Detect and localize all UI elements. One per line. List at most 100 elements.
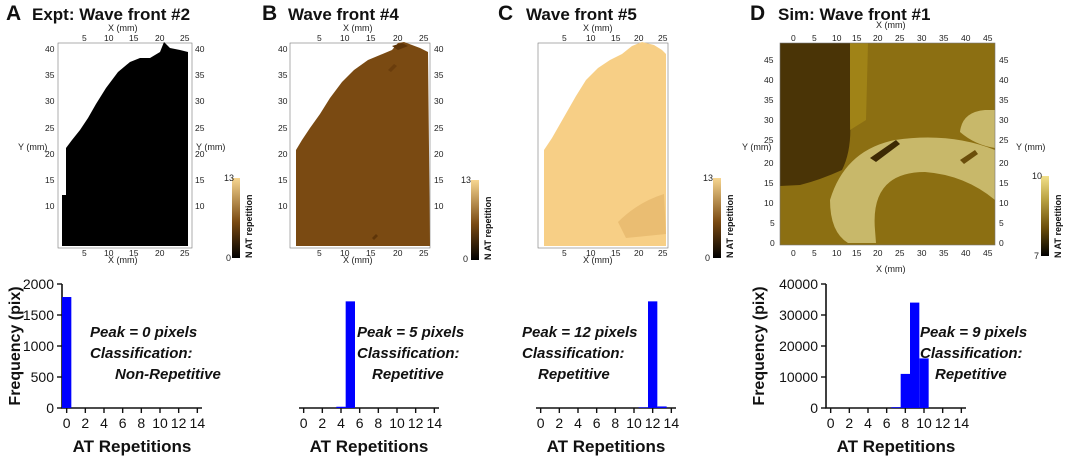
map-b-region <box>296 42 430 246</box>
hist-d-bar <box>910 302 920 408</box>
map-d-y-tick-right: 0 <box>999 238 1004 248</box>
map-a-y-tick-right: 30 <box>195 96 205 106</box>
histogram-c: AT Repetitions Peak = 12 pixels Classifi… <box>522 301 679 456</box>
map-a-x-tick-top: 15 <box>129 33 139 43</box>
hist-d-ylabel: Frequency (pix) <box>751 286 768 405</box>
hist-a-x-tick-label: 12 <box>171 415 187 431</box>
map-b-x-tick-top: 25 <box>419 33 429 43</box>
map-d-y-tick-right: 15 <box>999 178 1009 188</box>
hist-d-bar <box>891 407 901 408</box>
map-b-x-tick-bottom: 5 <box>317 248 322 258</box>
map-d-y-tick-right: 25 <box>999 135 1009 145</box>
hist-b-x-tick-label: 10 <box>389 415 405 431</box>
map-a-y-tick-right: 35 <box>195 70 205 80</box>
map-a-y-tick-left: 40 <box>45 44 55 54</box>
map-a-x-tick-top: 10 <box>104 33 114 43</box>
map-d-x-tick-bottom: 5 <box>812 248 817 258</box>
hist-d-x-tick-label: 10 <box>916 415 932 431</box>
map-a-y-label-left: Y (mm) <box>18 142 47 152</box>
map-b: X (mm) X (mm) 5 10 15 20 25 5 10 15 20 2… <box>278 23 493 265</box>
map-d-y-label-right: Y (mm) <box>1016 142 1045 152</box>
hist-a-y-tick-label: 1000 <box>23 338 54 354</box>
hist-c-bar <box>638 407 648 408</box>
hist-a-x-tick-label: 2 <box>81 415 89 431</box>
map-a-x-tick-top: 20 <box>155 33 165 43</box>
hist-b-x-tick-label: 12 <box>408 415 424 431</box>
map-d-x-tick-top: 10 <box>832 33 842 43</box>
map-a-y-tick-left: 15 <box>45 175 55 185</box>
map-c-x-tick-bottom: 15 <box>611 248 621 258</box>
map-b-x-label-bottom: X (mm) <box>343 255 373 265</box>
map-b-y-tick-left: 25 <box>278 123 288 133</box>
map-a-x-tick-top: 5 <box>82 33 87 43</box>
map-c-x-tick-top: 10 <box>586 33 596 43</box>
map-d-colorbar-min: 7 <box>1034 251 1039 261</box>
map-c-x-tick-top: 5 <box>562 33 567 43</box>
map-d-x-tick-bottom: 15 <box>852 248 862 258</box>
map-a-y-tick-right: 15 <box>195 175 205 185</box>
hist-a-annotation: Peak = 0 pixels <box>90 324 197 341</box>
map-d-x-tick-bottom: 30 <box>917 248 927 258</box>
map-d-y-tick-left: 25 <box>764 135 774 145</box>
panel-letter-b: B <box>262 2 277 25</box>
map-d-x-tick-top: 35 <box>939 33 949 43</box>
map-d-x-tick-bottom: 25 <box>895 248 905 258</box>
map-b-x-tick-bottom: 15 <box>366 248 376 258</box>
map-b-patch <box>388 64 397 72</box>
hist-a-y-tick-label: 2000 <box>23 276 54 292</box>
map-b-y-tick-left: 10 <box>278 201 288 211</box>
map-c-x-tick-bottom: 10 <box>586 248 596 258</box>
map-d-y-tick-right: 35 <box>999 95 1009 105</box>
map-d-x-tick-top: 20 <box>873 33 883 43</box>
hist-b-bar <box>336 406 346 408</box>
hist-a-xlabel: AT Repetitions <box>73 437 192 456</box>
map-c-frame <box>537 42 669 249</box>
map-c-x-tick-top: 25 <box>658 33 668 43</box>
hist-a-y-tick-label: 500 <box>31 369 55 385</box>
map-d-colorbar-max: 10 <box>1032 171 1042 181</box>
hist-d-x-tick-label: 6 <box>883 415 891 431</box>
map-c-x-tick-top: 15 <box>611 33 621 43</box>
hist-b-annotation: Peak = 5 pixels <box>357 324 464 341</box>
map-d-x-tick-bottom: 10 <box>832 248 842 258</box>
map-a-colorbar-label: N AT repetition <box>244 195 254 259</box>
hist-c-xlabel: AT Repetitions <box>547 437 666 456</box>
hist-c-annotation: Peak = 12 pixels <box>522 324 638 341</box>
map-d-y-tick-right: 20 <box>999 158 1009 168</box>
map-a-x-label-bottom: X (mm) <box>108 255 138 265</box>
map-b-patch <box>372 234 378 240</box>
hist-c-x-tick-label: 4 <box>574 415 582 431</box>
map-d-y-tick-left: 0 <box>770 238 775 248</box>
hist-a-y-tick-label: 0 <box>46 400 54 416</box>
map-d-y-tick-right: 30 <box>999 115 1009 125</box>
map-b-x-tick-bottom: 20 <box>393 248 403 258</box>
map-d-y-tick-left: 5 <box>770 218 775 228</box>
map-d-y-tick-left: 10 <box>764 198 774 208</box>
map-b-y-tick-left: 20 <box>278 149 288 159</box>
hist-c-x-tick-label: 2 <box>555 415 563 431</box>
hist-c-plot: 0 2 4 6 8 10 12 14 <box>537 301 679 431</box>
hist-d-annotation: Repetitive <box>935 366 1007 383</box>
hist-a-annotation: Classification: <box>90 345 193 362</box>
hist-b-x-tick-label: 2 <box>318 415 326 431</box>
hist-d-xlabel: AT Repetitions <box>837 437 956 456</box>
hist-c-annotation: Classification: <box>522 345 625 362</box>
map-d-y-tick-left: 45 <box>764 55 774 65</box>
hist-c-x-tick-label: 10 <box>626 415 642 431</box>
map-a-colorbar <box>232 178 240 258</box>
map-c-colorbar-min: 0 <box>705 253 710 263</box>
map-a-colorbar-min: 0 <box>226 253 231 263</box>
hist-d-bar <box>919 358 929 408</box>
map-d-x-tick-bottom: 40 <box>961 248 971 258</box>
hist-d-x-tick-label: 8 <box>901 415 909 431</box>
map-d-light-region <box>960 110 995 148</box>
map-d-y-tick-right: 40 <box>999 75 1009 85</box>
map-d-y-tick-left: 20 <box>764 158 774 168</box>
map-b-y-tick-right: 35 <box>434 70 444 80</box>
panel-title-d: Sim: Wave front #1 <box>778 5 930 24</box>
map-c-patch <box>618 194 666 238</box>
hist-d-x-tick-label: 12 <box>935 415 951 431</box>
hist-b-annotation: Repetitive <box>372 366 444 383</box>
map-c-x-label-bottom: X (mm) <box>583 255 613 265</box>
histogram-b: AT Repetitions Peak = 5 pixels Classific… <box>299 301 464 456</box>
